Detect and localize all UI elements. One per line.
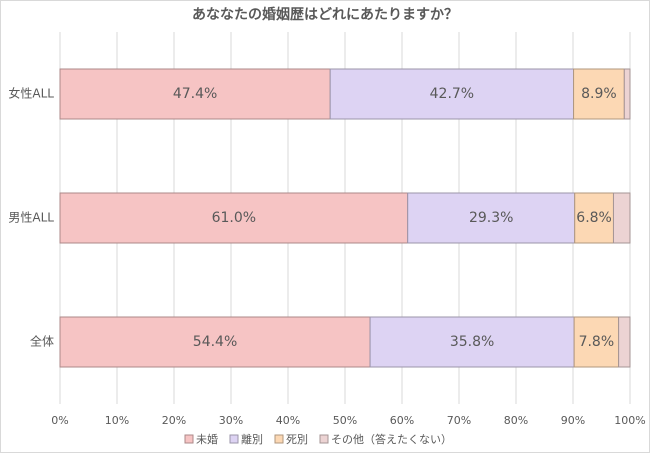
x-tick-label: 50%: [333, 414, 357, 427]
x-tick-label: 80%: [504, 414, 528, 427]
x-tick-label: 100%: [614, 414, 645, 427]
value-label: 54.4%: [193, 334, 237, 350]
x-tick-label: 30%: [219, 414, 243, 427]
chart-title: あななたの婚姻歴はどれにあたりますか？: [192, 6, 458, 23]
value-label: 6.8%: [576, 210, 612, 226]
value-label: 47.4%: [173, 86, 217, 102]
value-label: 29.3%: [469, 210, 513, 226]
legend-swatch: [229, 434, 239, 444]
x-tick-label: 90%: [561, 414, 585, 427]
value-label: 7.8%: [579, 334, 615, 350]
y-tick-label: 全体: [30, 334, 54, 349]
legend-label: その他（答えたくない）: [331, 432, 452, 446]
value-label: 8.9%: [581, 86, 617, 102]
bar-segment: [573, 68, 625, 120]
legend-label: 離別: [241, 432, 263, 446]
legend-label: 死別: [286, 433, 308, 446]
x-tick-label: 70%: [447, 414, 471, 427]
legend-swatch: [274, 434, 284, 444]
value-label: 61.0%: [212, 210, 256, 226]
bar-segment: [574, 192, 614, 244]
x-tick-label: 10%: [105, 414, 129, 427]
value-label: 42.7%: [430, 86, 474, 102]
x-tick-label: 60%: [390, 414, 414, 427]
bar-segment: [623, 68, 631, 120]
x-tick-label: 0%: [51, 414, 68, 427]
legend-label: 未婚: [196, 432, 218, 446]
bar-segment: [618, 316, 631, 368]
value-label: 35.8%: [450, 334, 494, 350]
bar-segment: [612, 192, 631, 244]
bar-segment: [59, 68, 331, 120]
x-tick-label: 20%: [162, 414, 186, 427]
y-tick-label: 男性ALL: [8, 211, 54, 225]
bar-segment: [407, 192, 576, 244]
x-tick-label: 40%: [276, 414, 300, 427]
bar-segment: [573, 316, 620, 368]
y-tick-label: 女性ALL: [8, 86, 54, 101]
bar-segment: [59, 192, 409, 244]
legend-swatch: [319, 434, 329, 444]
bar-segment: [369, 316, 575, 368]
bar-segment: [329, 68, 575, 120]
legend-swatch: [184, 434, 194, 444]
